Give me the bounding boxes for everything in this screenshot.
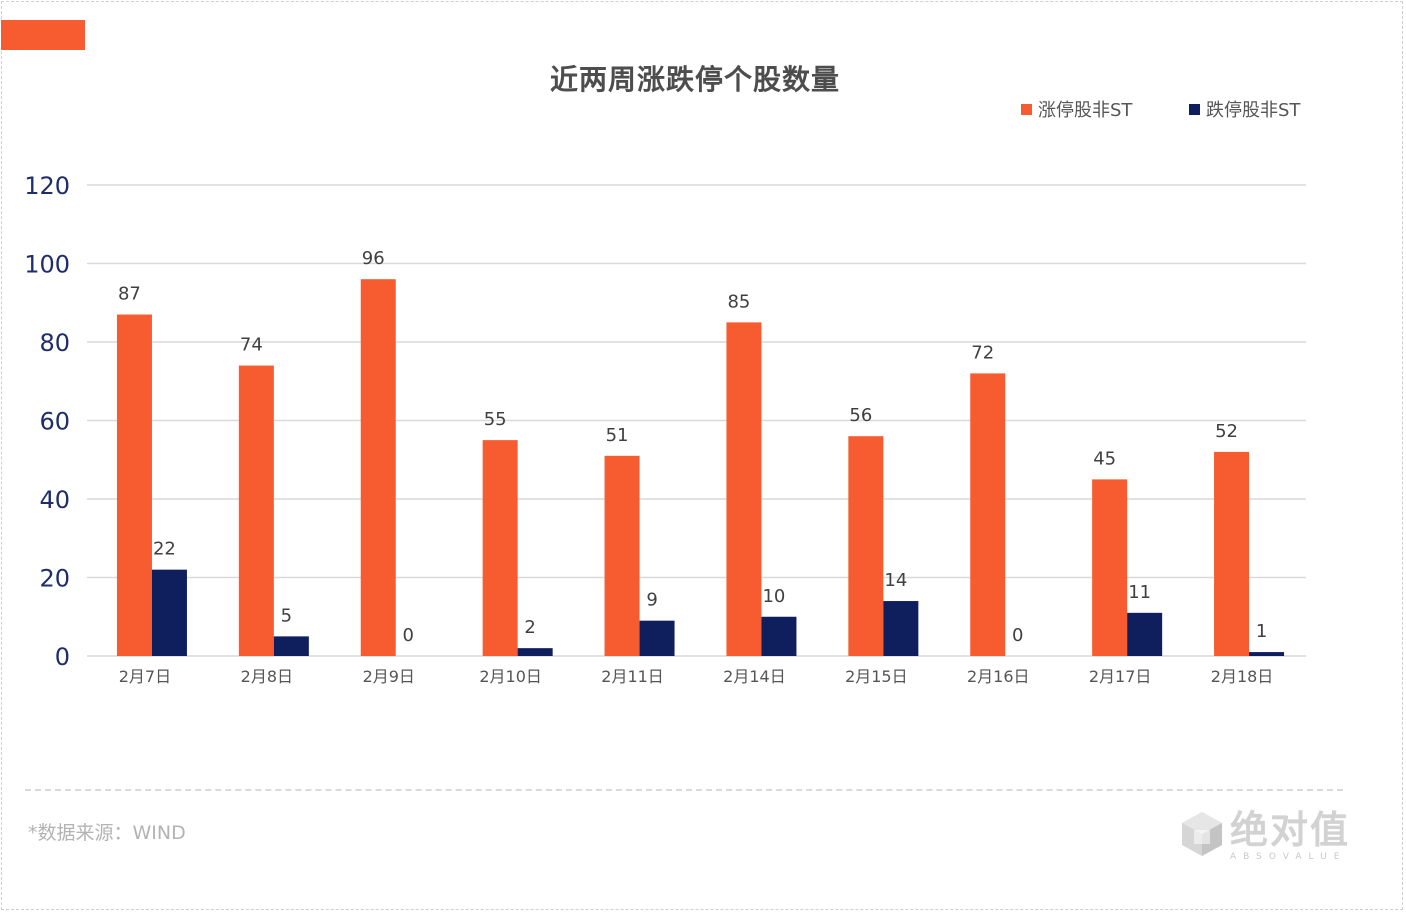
bar-up <box>970 373 1006 656</box>
x-tick-label: 2月11日 <box>601 667 664 686</box>
data-label: 9 <box>646 590 657 611</box>
legend-swatch-up <box>1021 103 1032 115</box>
bar-down <box>761 616 797 656</box>
data-label: 0 <box>1012 625 1023 646</box>
legend-label-down: 跌停股非ST <box>1206 100 1301 121</box>
bar-down <box>1249 652 1285 656</box>
x-tick-label: 2月7日 <box>119 667 171 686</box>
x-tick-label: 2月18日 <box>1211 667 1274 686</box>
legend-swatch-down <box>1189 103 1200 115</box>
data-label: 74 <box>240 335 263 356</box>
data-label: 96 <box>362 248 385 269</box>
legend-item-up: 涨停股非ST <box>1021 96 1132 122</box>
y-tick-label: 60 <box>39 408 70 436</box>
footer-divider <box>25 789 1343 791</box>
data-label: 5 <box>281 605 292 626</box>
x-tick-label: 2月10日 <box>479 667 542 686</box>
y-tick-label: 120 <box>24 172 70 200</box>
data-source-note: *数据来源：WIND <box>28 822 186 844</box>
bar-up <box>726 322 762 656</box>
y-tick-label: 40 <box>39 486 70 514</box>
data-label: 11 <box>1128 582 1151 603</box>
data-label: 85 <box>727 291 750 312</box>
legend-label-up: 涨停股非ST <box>1038 100 1133 121</box>
data-label: 0 <box>403 625 414 646</box>
data-label: 87 <box>118 284 141 305</box>
data-label: 72 <box>971 342 994 363</box>
y-tick-label: 100 <box>24 251 70 279</box>
x-tick-label: 2月8日 <box>241 667 293 686</box>
data-label: 10 <box>762 586 785 607</box>
logo-cube-icon <box>1182 812 1222 856</box>
bar-up <box>360 279 396 656</box>
bar-up <box>116 314 152 656</box>
bar-down <box>639 620 675 656</box>
y-tick-label: 20 <box>39 565 70 593</box>
accent-bar <box>1 20 85 50</box>
y-tick-label: 80 <box>39 329 70 357</box>
data-label: 55 <box>484 409 507 430</box>
x-tick-label: 2月14日 <box>723 667 786 686</box>
data-label: 52 <box>1215 421 1238 442</box>
x-tick-label: 2月16日 <box>967 667 1030 686</box>
x-tick-label: 2月17日 <box>1089 667 1152 686</box>
bar-up <box>1214 451 1250 656</box>
bar-down <box>151 569 187 656</box>
legend-item-down: 跌停股非ST <box>1189 96 1300 122</box>
logo-text-en: ABSOVALUE <box>1230 852 1347 862</box>
bar-chart: 02040608010012087222月7日7452月8日9602月9日552… <box>24 172 1306 686</box>
bar-up <box>1092 479 1128 656</box>
bar-down <box>1127 612 1163 656</box>
bar-down <box>517 648 553 656</box>
bar-up <box>238 365 274 656</box>
x-tick-label: 2月9日 <box>363 667 415 686</box>
brand-logo: 绝对值 ABSOVALUE <box>1180 810 1355 866</box>
bar-up <box>848 436 884 656</box>
bar-up <box>482 440 518 656</box>
data-label: 14 <box>884 570 907 591</box>
x-tick-label: 2月15日 <box>845 667 908 686</box>
data-label: 22 <box>153 539 176 560</box>
data-label: 45 <box>1093 448 1116 469</box>
logo-text-cn: 绝对值 <box>1230 808 1351 852</box>
data-label: 1 <box>1256 621 1267 642</box>
bar-up <box>604 455 640 656</box>
y-tick-label: 0 <box>55 643 70 671</box>
chart-title: 近两周涨跌停个股数量 <box>549 63 840 96</box>
data-label: 2 <box>524 617 535 638</box>
bar-down <box>883 601 919 656</box>
data-label: 56 <box>849 405 872 426</box>
data-label: 51 <box>606 425 629 446</box>
bar-down <box>273 636 309 656</box>
